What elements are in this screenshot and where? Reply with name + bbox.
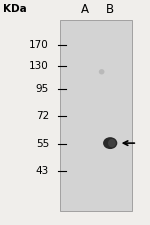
Text: 95: 95 xyxy=(36,84,49,94)
Ellipse shape xyxy=(99,69,105,74)
FancyBboxPatch shape xyxy=(60,20,132,211)
Ellipse shape xyxy=(108,139,116,147)
Ellipse shape xyxy=(103,137,117,149)
Text: B: B xyxy=(106,3,114,16)
Text: A: A xyxy=(81,3,89,16)
Text: 55: 55 xyxy=(36,139,49,149)
Text: 43: 43 xyxy=(36,166,49,176)
Text: 130: 130 xyxy=(29,61,49,71)
Text: 170: 170 xyxy=(29,40,49,50)
Text: KDa: KDa xyxy=(3,4,27,14)
Text: 72: 72 xyxy=(36,110,49,121)
